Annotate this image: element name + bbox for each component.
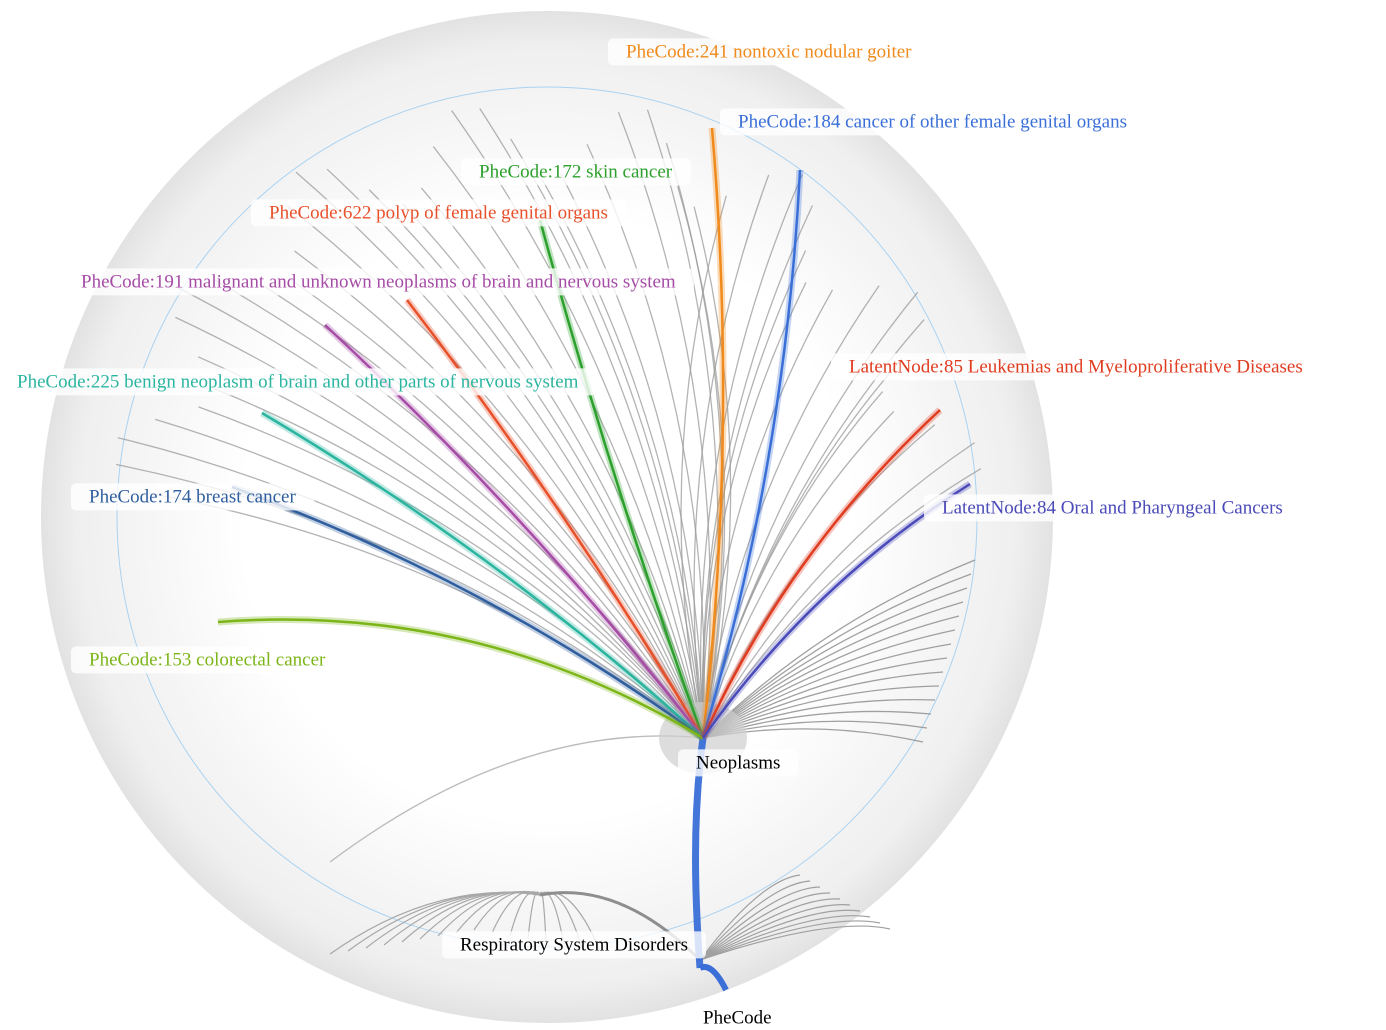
node-label: LatentNode:84 Oral and Pharyngeal Cancer… [942,497,1283,518]
label-bg [720,108,1146,136]
label-bg [71,483,315,511]
edge [214,388,704,739]
edge [197,356,704,739]
edge [699,892,831,961]
edge [702,559,976,739]
root-label: PheCode [703,1007,772,1028]
edge [231,485,704,740]
edge [420,187,704,739]
node-label: PheCode:622 polyp of female genital orga… [269,202,608,223]
label-bg [608,38,931,66]
labels: Neoplasms Respiratory System Disorders P… [0,38,1321,1030]
edge [701,127,725,739]
label-bg [685,1004,790,1030]
edge [680,195,727,739]
edge [527,891,541,940]
edge [451,110,704,739]
edge [699,886,821,961]
edge [699,920,881,961]
edge [699,909,861,961]
edge [693,206,732,739]
node-label: LatentNode:85 Leukemias and Myeloprolife… [849,356,1303,377]
group-label: Neoplasms [696,752,780,773]
edge [539,891,547,943]
label-bg [63,268,694,296]
node-label: PheCode:153 colorectal cancer [89,649,326,670]
label-bg [831,353,1321,381]
edge [701,169,802,739]
node-label: PheCode:174 breast cancer [89,486,296,507]
edge [177,287,704,739]
path-edge [698,964,729,992]
edge [701,409,941,739]
edge [702,291,919,739]
edge [699,898,841,961]
label-bg [71,646,345,674]
label-bg [0,368,597,396]
edge [509,891,541,937]
edge [560,173,704,739]
edge [117,437,704,739]
edge [702,282,807,739]
node-label: PheCode:184 cancer of other female genit… [738,111,1127,132]
edge [699,904,851,961]
edge [693,174,770,739]
edge [702,442,976,739]
edge [699,880,811,961]
edge [699,915,871,961]
edge [701,250,807,739]
edge [406,299,705,739]
edge [294,250,704,739]
edge [175,316,704,739]
label-bg [251,199,626,227]
edge [702,285,880,739]
label-bg [442,931,706,959]
edge [479,108,704,739]
node-label: PheCode:241 nontoxic nodular goiter [626,41,912,62]
group-label: Respiratory System Disorders [460,934,688,955]
edge [295,171,704,739]
node-label: PheCode:172 skin cancer [479,161,673,182]
edge [198,406,704,739]
node-label: PheCode:225 benign neoplasm of brain and… [17,371,579,392]
node-label: PheCode:191 malignant and unknown neopla… [81,271,676,292]
edge [702,573,972,739]
label-bg [461,158,691,186]
edge [646,109,719,739]
edge [617,111,711,739]
edge [290,279,704,739]
edge [213,278,704,739]
edge [261,411,704,739]
edge [217,618,704,740]
edge [329,735,704,863]
edge [699,925,891,961]
label-bg [678,749,799,777]
edge [702,289,834,739]
edge [699,874,801,961]
edge [699,174,803,739]
label-bg [924,494,1301,522]
edge [326,168,704,739]
edge [702,410,895,739]
